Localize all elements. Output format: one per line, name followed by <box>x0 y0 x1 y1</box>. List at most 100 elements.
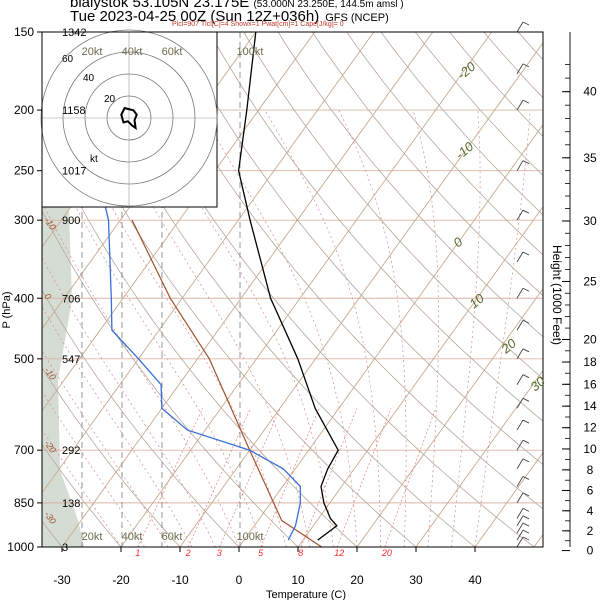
isotherm-line <box>42 32 316 412</box>
wind-barb-staff <box>516 374 524 385</box>
temperature-profile-line <box>237 32 339 541</box>
mixing-ratio-label: 20 <box>381 548 392 558</box>
height-meters-label: 1017 <box>62 166 86 178</box>
mixing-ratio-line <box>219 408 281 547</box>
mixing-ratio-label: 2 <box>185 548 191 558</box>
isotherm-line <box>120 32 493 547</box>
height-meters-label: 138 <box>62 498 80 510</box>
height-meters-label: 900 <box>62 215 80 227</box>
station-coordinates: (53.000N 23.250E, 144.5m amsl ) <box>253 0 404 10</box>
dry-adiabat-line <box>42 289 240 547</box>
mixing-ratio-line <box>188 408 251 547</box>
wind-barb-flag <box>522 374 530 379</box>
x-tick-label: 0 <box>236 573 243 587</box>
wind-barbs <box>516 21 530 548</box>
wind-barb-flag <box>522 458 530 463</box>
wind-barb-staff <box>516 209 524 221</box>
height-meters-label: 706 <box>62 293 80 305</box>
hodograph-ring-label: 20 <box>104 94 116 105</box>
height-meters-label: 3 <box>62 542 68 554</box>
isotherm-line <box>297 205 543 547</box>
hodograph-ring-label: 40 <box>83 73 95 84</box>
axes: 1 2 3 5 8 12 2020kt20kt40kt40kt60kt60kt100kt10… <box>7 25 597 587</box>
p-tick-label: 250 <box>14 164 34 178</box>
p-tick-label: 850 <box>14 496 34 510</box>
height-tick-label: 12 <box>583 421 597 435</box>
isotherm-line <box>179 42 543 547</box>
dry-adiabat-line <box>346 32 543 256</box>
x-tick-label: -30 <box>53 573 71 587</box>
height-tick-label: 16 <box>583 377 597 391</box>
wind-barb-staff <box>516 398 524 409</box>
dry-adiabat-line <box>140 32 543 510</box>
wind-speed-label-bottom: 40kt <box>122 531 143 543</box>
wind-barb-flag <box>522 492 530 497</box>
hodograph: 20 40 60kt <box>40 29 218 208</box>
wind-barb-flag <box>522 397 530 402</box>
height-tick-label: 4 <box>587 504 594 518</box>
wind-barb-flag <box>522 529 530 534</box>
wind-barb-flag <box>522 476 530 480</box>
hodograph-unit: kt <box>90 154 98 165</box>
wind-barb-staff <box>516 439 524 451</box>
dry-adiabat-line <box>42 367 181 547</box>
moist-adiabat-line <box>474 110 531 547</box>
mixing-ratio-label: 1 <box>135 548 140 558</box>
isotherm-line <box>474 451 543 547</box>
x-tick-label: -20 <box>112 573 130 587</box>
mixing-ratio-line <box>384 408 437 547</box>
wind-barb-staff <box>516 529 524 541</box>
isotherm-line <box>61 32 434 547</box>
moist-adiabat-line <box>42 428 122 547</box>
wind-barb-flag <box>522 439 530 444</box>
moist-adiabat-line <box>62 109 287 547</box>
y-axis-label: P (hPa) <box>1 291 13 328</box>
wind-barb-staff <box>516 419 524 431</box>
wind-speed-label-top: 60kt <box>162 46 183 58</box>
wind-barb-flag <box>522 99 530 104</box>
height-tick-label: 18 <box>583 355 597 369</box>
valid-time-main: Tue 2023-04-25 00Z (Sun 12Z+036h) <box>70 8 320 25</box>
mixing-ratio-line <box>137 408 204 547</box>
dry-adiabat-line <box>243 32 543 380</box>
x-tick-label: 20 <box>350 573 364 587</box>
dry-adiabat-line <box>380 32 543 216</box>
mixing-ratio-label: 3 <box>217 548 222 558</box>
moist-adiabat-line <box>42 201 240 547</box>
height-meters-label: 547 <box>62 354 80 366</box>
x-tick-label: 30 <box>409 573 423 587</box>
height-tick-label: 14 <box>583 399 597 413</box>
hodograph-frame <box>41 31 218 208</box>
x-tick-label: 10 <box>291 573 305 587</box>
wind-barb-staff <box>516 348 524 360</box>
height-tick-label: 30 <box>583 214 597 228</box>
isotherm-label: 0 <box>42 291 53 301</box>
wind-barb-flag <box>522 419 530 424</box>
dry-adiabat-line <box>277 32 543 338</box>
moist-adiabat-line <box>42 256 216 547</box>
model-source: GFS (NCEP) <box>325 12 389 24</box>
dry-adiabat-line <box>0 13 3 547</box>
height-meters-label: 1158 <box>62 105 86 117</box>
wind-barb-staff <box>516 320 524 331</box>
height-tick-label: 2 <box>587 524 594 538</box>
wind-barb-flag <box>522 348 530 353</box>
wind-barb-flag <box>522 63 530 68</box>
x-axis-label: Temperature (C) <box>266 589 346 600</box>
chart-header: bialystok 53.105N 23.175E (53.000N 23.25… <box>0 0 600 34</box>
wind-barb-staff <box>516 508 524 519</box>
isotherm-line <box>356 287 543 547</box>
height-tick-label: 10 <box>583 442 597 456</box>
wind-barb-staff <box>516 251 524 263</box>
hodograph-trace <box>120 106 138 130</box>
height-tick-label: 25 <box>583 274 597 288</box>
dry-adiabat-line <box>42 210 299 547</box>
mixing-ratio-label: 8 <box>298 548 303 558</box>
mixing-ratio-label: 12 <box>334 548 344 558</box>
moist-adiabat-line <box>101 109 311 547</box>
wind-barb-staff <box>516 458 524 470</box>
x-tick-label: -10 <box>171 573 189 587</box>
wind-barb-flag <box>522 251 530 256</box>
wind-barb-staff <box>516 536 524 548</box>
